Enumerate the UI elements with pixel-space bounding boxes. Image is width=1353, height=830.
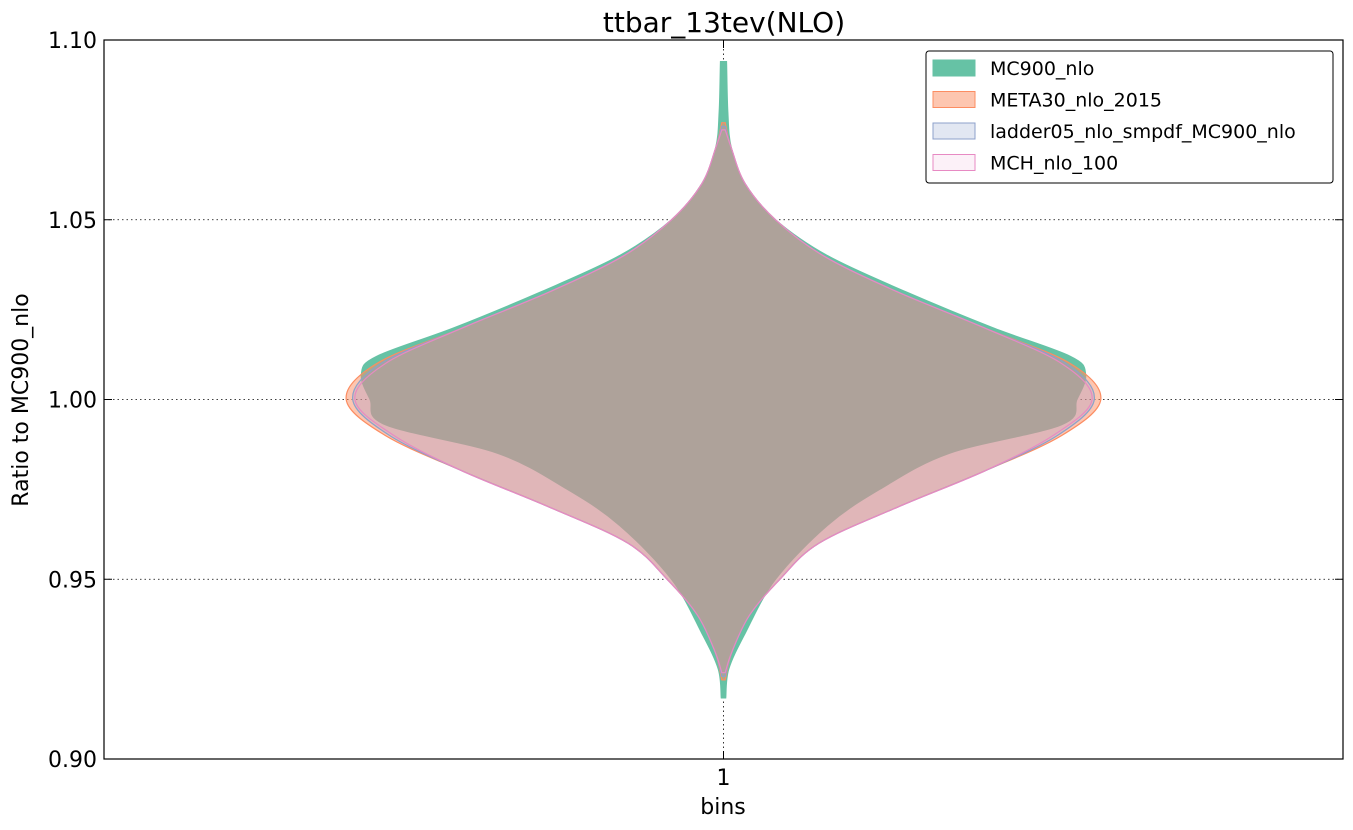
axis-ticks: 0.90 0.95 1.00 1.05 1.10 1: [48, 29, 1343, 791]
x-axis-label: bins: [700, 795, 745, 820]
legend-swatch: [932, 91, 976, 108]
y-tick-label: 1.00: [48, 389, 97, 414]
legend-swatch: [932, 59, 976, 77]
legend-label: META30_nlo_2015: [990, 90, 1162, 112]
y-tick-label: 0.95: [48, 568, 97, 593]
legend: MC900_nlo META30_nlo_2015 ladder05_nlo_smp…: [925, 50, 1334, 184]
violin-shapes: [345, 61, 1102, 699]
violin-MCH_nlo_100: [354, 129, 1093, 674]
legend-swatch: [932, 122, 976, 140]
chart-title: ttbar_13tev(NLO): [603, 6, 845, 39]
legend-label: MC900_nlo: [990, 58, 1094, 80]
y-tick-label: 0.90: [48, 748, 97, 773]
legend-box: [925, 50, 1334, 184]
y-axis-label: Ratio to MC900_nlo: [9, 293, 34, 506]
y-tick-label: 1.10: [48, 29, 97, 54]
y-tick-label: 1.05: [48, 209, 97, 234]
legend-label: MCH_nlo_100: [990, 153, 1118, 175]
x-tick-label: 1: [717, 766, 731, 791]
legend-swatch: [932, 154, 976, 171]
legend-label: ladder05_nlo_smpdf_MC900_nlo: [990, 121, 1296, 143]
